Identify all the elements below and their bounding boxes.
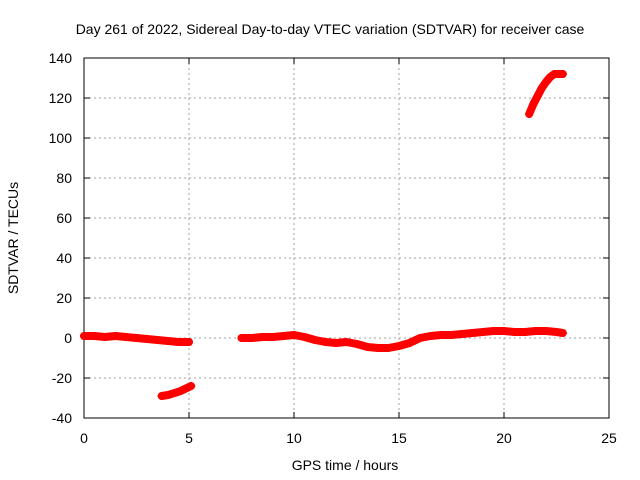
data-point (90, 332, 99, 340)
data-point (132, 334, 141, 342)
data-point (187, 382, 196, 390)
x-tick-label: 5 (185, 430, 193, 446)
data-point (279, 332, 288, 340)
data-point (342, 338, 351, 346)
data-point (395, 342, 403, 350)
data-point (143, 335, 151, 343)
data-point (164, 337, 172, 345)
series-segment-2 (157, 382, 196, 400)
data-point (479, 328, 487, 336)
data-point (353, 340, 361, 348)
data-point (416, 334, 424, 342)
data-point (374, 344, 382, 352)
data-point (542, 78, 550, 86)
data-point (311, 336, 319, 344)
y-tick-label: 0 (64, 330, 72, 346)
data-point (468, 329, 477, 337)
data-point (558, 329, 567, 337)
axis-ticks: 0 5 10 15 20 25 -40 -20 0 20 40 60 80 100 120 140 (49, 50, 617, 446)
data-point (426, 332, 435, 340)
data-point (153, 336, 162, 344)
data-point (164, 391, 172, 399)
x-tick-label: 15 (391, 430, 407, 446)
data-point (176, 387, 185, 395)
series-segment-4 (525, 70, 567, 118)
y-tick-label: 20 (56, 290, 72, 306)
data-point (521, 328, 529, 336)
y-tick-label: -20 (52, 370, 72, 386)
y-tick-label: -40 (52, 410, 72, 426)
x-tick-label: 10 (286, 430, 302, 446)
data-point (80, 332, 88, 340)
y-tick-label: 40 (56, 250, 72, 266)
data-point (170, 389, 179, 397)
data-point (122, 333, 130, 341)
data-point (525, 110, 534, 118)
data-point (237, 334, 246, 342)
data-point (269, 333, 277, 341)
data-point (500, 327, 508, 335)
y-tick-label: 120 (49, 90, 73, 106)
grid-lines (84, 58, 609, 418)
data-point (185, 338, 193, 346)
data-point (405, 339, 414, 347)
x-axis-label: GPS time / hours (292, 457, 399, 473)
data-point (447, 331, 456, 339)
data-point (437, 331, 445, 339)
data-point (101, 333, 109, 341)
y-tick-label: 140 (49, 50, 73, 66)
data-point (321, 338, 330, 346)
data-point (174, 338, 183, 346)
data-point (258, 333, 267, 341)
data-point (546, 73, 555, 81)
data-point (290, 331, 298, 339)
data-point (558, 70, 567, 78)
data-point (533, 92, 542, 100)
series-segment-1 (80, 332, 193, 346)
x-tick-label: 25 (601, 430, 617, 446)
data-point (531, 327, 540, 335)
data-points (80, 70, 567, 400)
y-tick-label: 60 (56, 210, 72, 226)
y-tick-label: 80 (56, 170, 72, 186)
data-point (182, 384, 191, 392)
y-tick-label: 100 (49, 130, 73, 146)
data-point (542, 327, 550, 335)
data-point (300, 333, 309, 341)
x-tick-label: 20 (496, 430, 512, 446)
data-point (332, 339, 340, 347)
y-axis-label: SDTVAR / TECUs (5, 182, 21, 294)
data-point (489, 327, 498, 335)
data-point (363, 343, 372, 351)
data-point (384, 344, 393, 352)
data-point (458, 330, 466, 338)
series-segment-3 (237, 327, 567, 352)
x-tick-label: 0 (80, 430, 88, 446)
chart-title: Day 261 of 2022, Sidereal Day-to-day VTE… (76, 21, 585, 37)
data-point (510, 328, 519, 336)
data-point (529, 100, 538, 108)
data-point (248, 334, 256, 342)
plot-frame (83, 57, 610, 419)
data-point (111, 332, 120, 340)
data-point (537, 84, 546, 92)
